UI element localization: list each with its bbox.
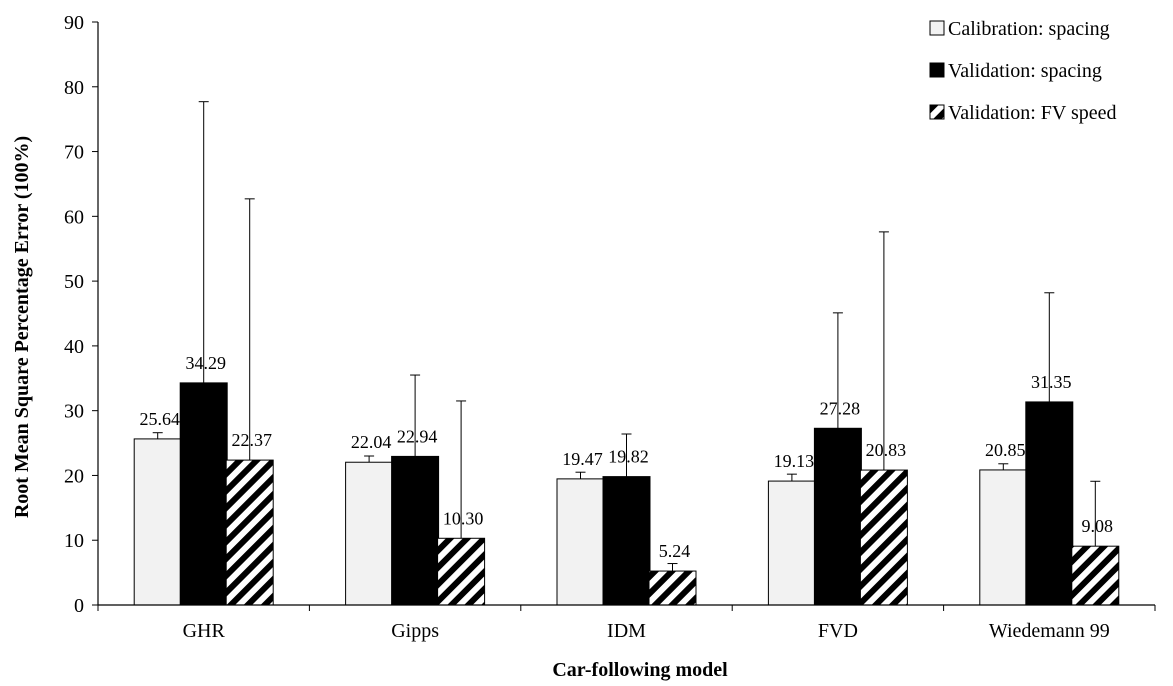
data-labels-layer: 25.64 34.29 22.37 22.04 22.94 10.30 19.47 19.82… [139,353,1113,561]
y-tick-label: 10 [64,530,84,552]
legend-label: Validation: FV speed [948,102,1117,124]
bar-2-fvd [859,469,908,606]
y-tick-label: 70 [64,142,84,164]
data-label: 19.47 [562,449,603,469]
data-label: 19.82 [608,447,649,467]
bar-0-idm [556,478,605,606]
y-tick-label: 20 [64,465,84,487]
legend-swatch [929,20,945,36]
data-label: 19.13 [774,451,815,471]
bar-2-idm [648,570,697,606]
bar-0-wiedemann-99 [979,469,1028,606]
x-tick-label: GHR [183,620,226,642]
x-tick-label: FVD [818,620,858,642]
legend: Calibration: spacing Validation: spacing V… [929,18,1117,124]
data-label: 20.83 [866,440,907,460]
error-bars-layer [152,101,1101,572]
bar-2-wiedemann-99 [1071,545,1120,606]
y-tick-label: 50 [64,271,84,293]
data-label: 25.64 [139,409,180,429]
x-tick-label: Gipps [391,620,439,642]
x-tick-label: Wiedemann 99 [989,620,1110,642]
data-label: 34.29 [185,353,226,373]
bar-1-gipps [391,455,440,606]
data-label: 31.35 [1031,372,1072,392]
bar-2-ghr [225,459,274,606]
data-label: 22.37 [231,430,272,450]
bars-layer [133,382,1120,606]
y-tick-label: 0 [74,595,84,617]
bar-1-wiedemann-99 [1025,401,1074,606]
data-label: 5.24 [659,541,691,561]
y-tick-label: 30 [64,401,84,423]
bar-0-ghr [133,438,182,606]
axes-layer: GHR Gipps IDM FVD Wiedemann 99 0 10 20 30 40 50 60 7… [64,12,1156,642]
bar-1-fvd [813,427,862,606]
data-label: 10.30 [443,508,484,528]
x-tick-label: IDM [607,620,646,642]
bar-2-gipps [437,537,486,606]
legend-swatch [929,104,945,120]
y-tick-label: 60 [64,206,84,228]
legend-label: Calibration: spacing [948,18,1110,40]
bar-0-fvd [767,480,816,606]
bar-1-ghr [179,382,228,606]
legend-swatch [929,62,945,78]
y-axis-title: Root Mean Square Percentage Error (100%) [11,136,33,518]
bar-0-gipps [345,461,394,606]
data-label: 9.08 [1082,516,1114,536]
y-tick-label: 90 [64,12,84,34]
x-axis-title: Car-following model [552,659,728,681]
data-label: 20.85 [985,440,1026,460]
data-label: 22.04 [351,432,392,452]
data-label: 27.28 [820,398,861,418]
y-tick-label: 40 [64,336,84,358]
legend-label: Validation: spacing [948,60,1102,82]
bar-1-idm [602,476,651,606]
y-tick-label: 80 [64,77,84,99]
data-label: 22.94 [397,426,438,446]
